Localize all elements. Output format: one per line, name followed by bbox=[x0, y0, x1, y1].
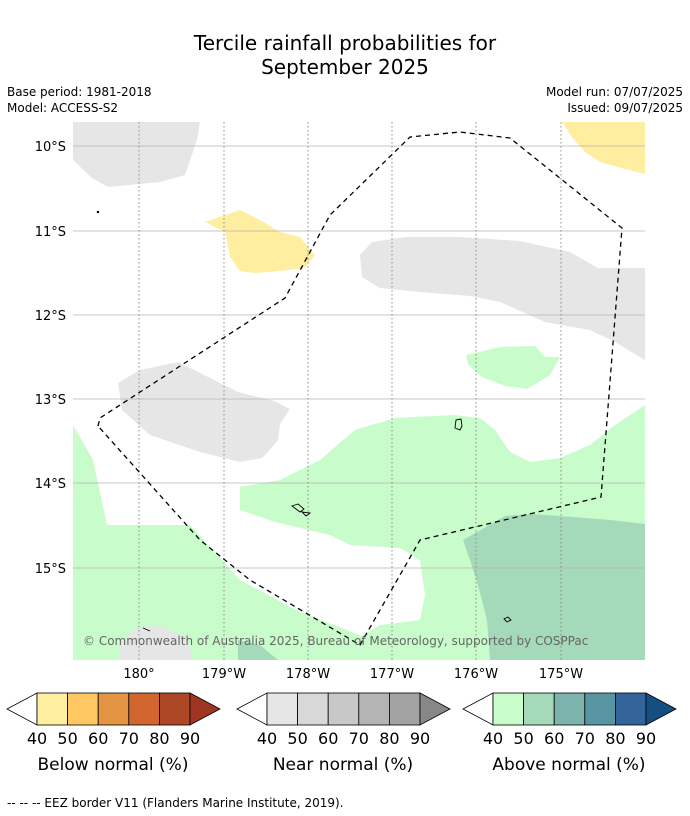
lat-label: 11°S bbox=[35, 225, 66, 240]
lat-label: 15°S bbox=[35, 562, 66, 577]
eez-border bbox=[97, 131, 623, 646]
legend-arrow-high bbox=[189, 692, 221, 726]
lon-label: 179°W bbox=[202, 667, 246, 682]
legend-above-normal: 40 50 60 70 80 90 bbox=[462, 692, 677, 748]
legend-tick-label: 60 bbox=[318, 729, 338, 748]
island-dot bbox=[96, 210, 100, 214]
legend-tick-label: 90 bbox=[180, 729, 200, 748]
lon-label: 176°W bbox=[454, 667, 498, 682]
lat-label: 13°S bbox=[35, 393, 66, 408]
base-period: Base period: 1981-2018 bbox=[7, 85, 152, 99]
legend-tick-label: 50 bbox=[287, 729, 307, 748]
island-wallis bbox=[454, 418, 463, 431]
longitude-labels: 180° 179°W 178°W 177°W 176°W 175°W bbox=[123, 667, 583, 682]
legend-arrow-low bbox=[6, 692, 38, 726]
legend-tick-label: 60 bbox=[544, 729, 564, 748]
model-name: Model: ACCESS-S2 bbox=[7, 101, 119, 115]
legend-color-swatch bbox=[266, 692, 299, 726]
legend-tick-label: 80 bbox=[379, 729, 399, 748]
legend-tick-label: 70 bbox=[349, 729, 369, 748]
lon-label: 175°W bbox=[539, 667, 583, 682]
legend-arrow-high bbox=[419, 692, 451, 726]
islands bbox=[96, 210, 512, 632]
legend-tick-label: 90 bbox=[636, 729, 656, 748]
legend-arrow-high bbox=[645, 692, 677, 726]
title-line-2: September 2025 bbox=[261, 55, 429, 79]
legend-tick-label: 70 bbox=[119, 729, 139, 748]
legend-tick-label: 90 bbox=[410, 729, 430, 748]
legend-arrow-low bbox=[236, 692, 268, 726]
legend-color-swatch bbox=[615, 692, 647, 726]
legend-color-swatch bbox=[128, 692, 160, 726]
island-futuna bbox=[291, 503, 305, 513]
footnote: -- -- -- EEZ border V11 (Flanders Marine… bbox=[7, 796, 344, 810]
legend-near-title: Near normal (%) bbox=[273, 755, 413, 775]
legend-above-title: Above normal (%) bbox=[492, 755, 645, 775]
legend-tick-label: 80 bbox=[605, 729, 625, 748]
legend-tick-label: 40 bbox=[27, 729, 47, 748]
legend-below-normal: 40 50 60 70 80 90 bbox=[6, 692, 221, 748]
island-south bbox=[142, 627, 151, 632]
legend-color-swatch bbox=[327, 692, 360, 726]
map-title: Tercile rainfall probabilities for Septe… bbox=[0, 31, 690, 79]
issued-date: Issued: 09/07/2025 bbox=[567, 101, 683, 115]
legend-tick-label: 80 bbox=[149, 729, 169, 748]
legend-color-swatch bbox=[297, 692, 329, 726]
legend-color-swatch bbox=[158, 692, 191, 726]
below-normal-region-northeast bbox=[562, 122, 645, 174]
copyright-notice: © Commonwealth of Australia 2025, Bureau… bbox=[83, 634, 588, 648]
above-normal-region-southwest bbox=[238, 640, 278, 660]
legend-color-swatch bbox=[97, 692, 130, 726]
legend-color-swatch bbox=[67, 692, 99, 726]
legend-tick-label: 40 bbox=[257, 729, 277, 748]
legend-tick-label: 40 bbox=[483, 729, 503, 748]
near-normal-region-northwest bbox=[73, 122, 200, 187]
legend-color-swatch bbox=[388, 692, 421, 726]
above-normal-region-southeast bbox=[463, 514, 645, 660]
lon-label: 177°W bbox=[370, 667, 414, 682]
lon-label: 180° bbox=[123, 667, 154, 682]
legend-tick-label: 50 bbox=[57, 729, 77, 748]
lat-label: 12°S bbox=[35, 309, 66, 324]
legend-color-swatch bbox=[358, 692, 390, 726]
legend-tick-label: 70 bbox=[575, 729, 595, 748]
probability-map: © Commonwealth of Australia 2025, Bureau… bbox=[73, 122, 645, 660]
legend-color-swatch bbox=[553, 692, 586, 726]
near-normal-region-south bbox=[120, 626, 192, 660]
island-alofi bbox=[300, 511, 312, 517]
lon-label: 178°W bbox=[286, 667, 330, 682]
legend-tick-label: 60 bbox=[88, 729, 108, 748]
run-info: Model run: 07/07/2025 Issued: 09/07/2025 bbox=[546, 84, 683, 116]
near-normal-region-east bbox=[360, 237, 645, 360]
model-run-date: Model run: 07/07/2025 bbox=[545, 85, 683, 99]
meridians bbox=[138, 122, 562, 660]
legend-tick-label: 50 bbox=[513, 729, 533, 748]
legend-arrow-low bbox=[462, 692, 494, 726]
model-info: Base period: 1981-2018 Model: ACCESS-S2 bbox=[7, 84, 152, 116]
legend-below-title: Below normal (%) bbox=[38, 755, 189, 775]
legend-color-swatch bbox=[36, 692, 69, 726]
latitude-labels: 10°S 11°S 12°S 13°S 14°S 15°S bbox=[35, 140, 66, 577]
legend-color-swatch bbox=[492, 692, 525, 726]
legend-color-swatch bbox=[584, 692, 616, 726]
legend-near-normal: 40 50 60 70 80 90 bbox=[236, 692, 451, 748]
graticule bbox=[73, 145, 645, 569]
island-niuafoou bbox=[503, 616, 512, 623]
lat-label: 14°S bbox=[35, 477, 66, 492]
above-normal-region-central bbox=[466, 346, 560, 389]
title-line-1: Tercile rainfall probabilities for bbox=[193, 31, 497, 55]
near-normal-region-west bbox=[118, 362, 290, 462]
legend-color-swatch bbox=[523, 692, 555, 726]
below-normal-region-central bbox=[205, 210, 315, 273]
lat-label: 10°S bbox=[35, 140, 66, 155]
